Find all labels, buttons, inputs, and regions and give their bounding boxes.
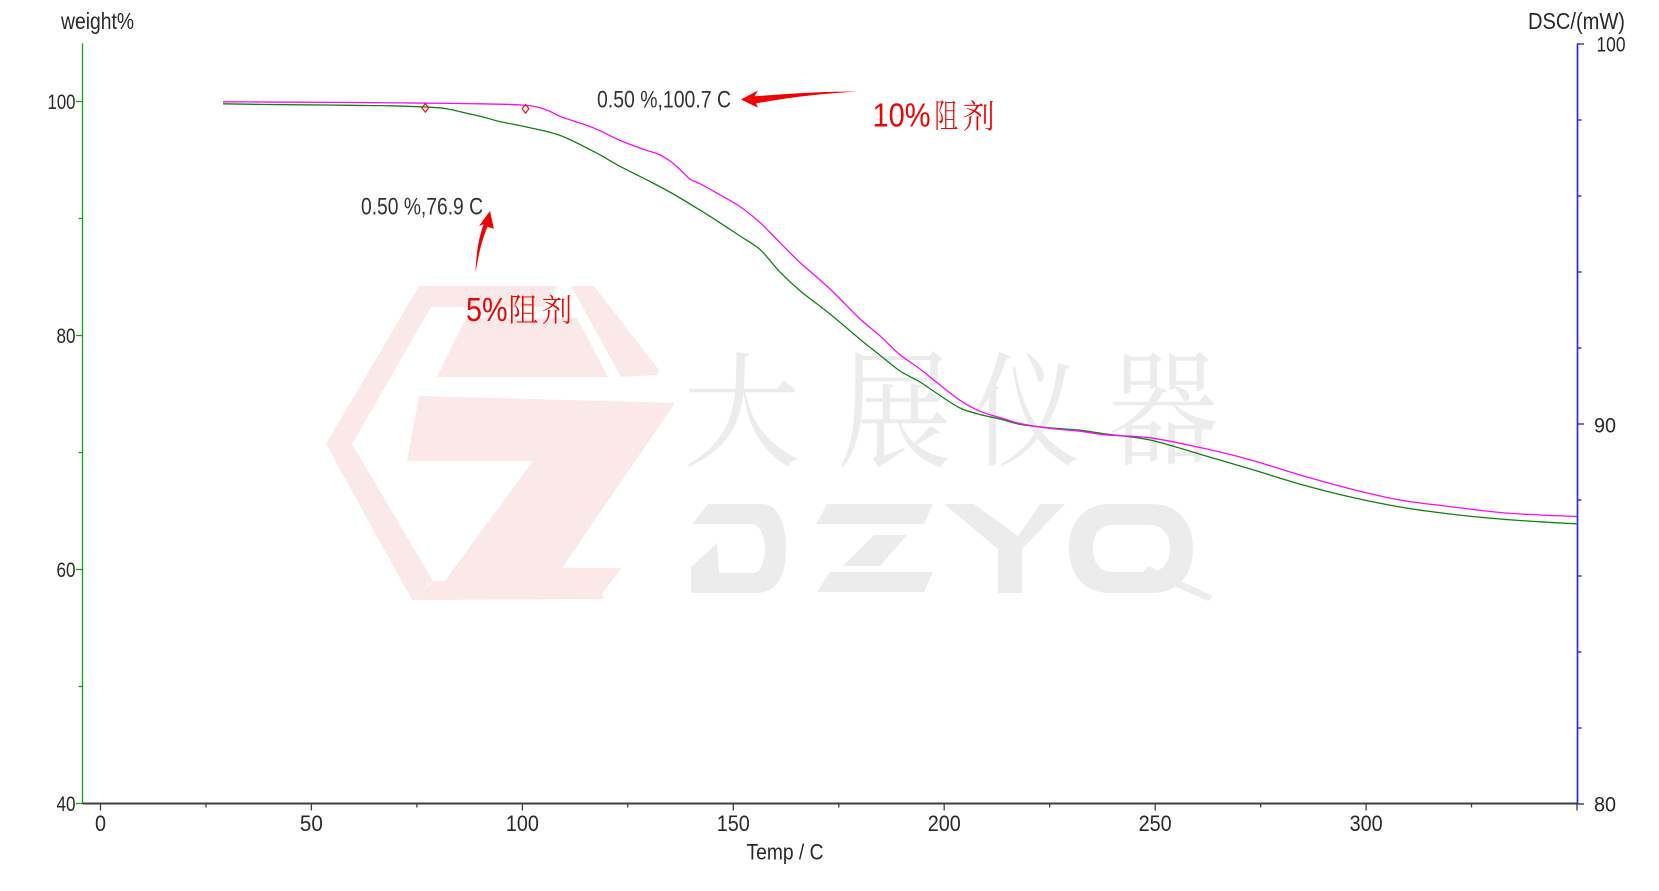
svg-text:10%: 10% (873, 97, 931, 134)
svg-text:80: 80 (57, 325, 76, 348)
svg-text:DSC/(mW): DSC/(mW) (1528, 8, 1625, 34)
svg-text:150: 150 (717, 811, 750, 836)
svg-text:Temp / C: Temp / C (747, 840, 824, 865)
svg-text:50: 50 (300, 811, 323, 836)
svg-text:90: 90 (1594, 415, 1616, 438)
svg-text:250: 250 (1139, 811, 1172, 836)
svg-text:100: 100 (506, 811, 539, 836)
svg-text:weight%: weight% (60, 8, 134, 34)
svg-text:60: 60 (57, 559, 76, 582)
svg-text:0: 0 (95, 811, 106, 836)
svg-text:300: 300 (1350, 811, 1383, 836)
svg-text:200: 200 (928, 811, 961, 836)
svg-text:100: 100 (1597, 34, 1626, 57)
svg-text:40: 40 (57, 793, 76, 816)
svg-text:5%: 5% (466, 291, 508, 328)
svg-text:100: 100 (48, 91, 76, 114)
svg-text:0.50 %,100.7 C: 0.50 %,100.7 C (597, 87, 731, 114)
svg-text:0.50 %,76.9 C: 0.50 %,76.9 C (361, 194, 483, 221)
svg-text:80: 80 (1594, 794, 1616, 817)
